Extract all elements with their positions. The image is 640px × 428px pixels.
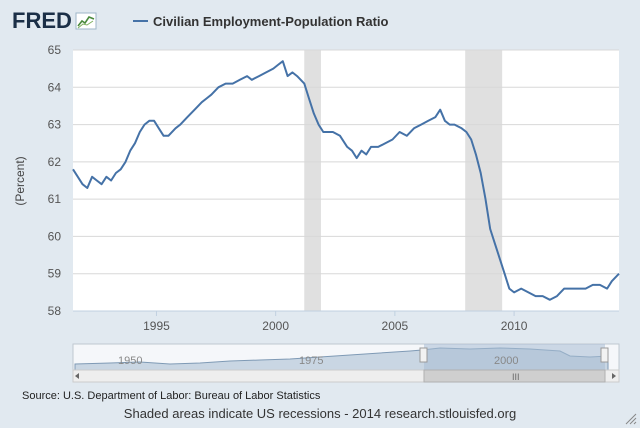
footer-text: Shaded areas indicate US recessions - 20… [123, 406, 517, 421]
y-tick-label-64: 64 [48, 80, 62, 94]
x-tick-label-2005: 2005 [382, 319, 409, 333]
y-axis-label: (Percent) [13, 156, 27, 205]
x-axis-ticks: 1995 2000 2005 2010 [73, 310, 619, 333]
recession-band-0 [304, 50, 321, 311]
y-tick-label-61: 61 [48, 192, 62, 206]
navigator-label-1975: 1975 [299, 355, 323, 367]
y-tick-label-58: 58 [48, 304, 62, 318]
source-text: Source: U.S. Department of Labor: Bureau… [22, 390, 321, 402]
series-line [72, 60, 620, 301]
y-tick-label-65: 65 [48, 43, 62, 57]
chart-line-icon [75, 12, 97, 30]
navigator-label-1950: 1950 [118, 355, 142, 367]
x-tick-label-2010: 2010 [501, 319, 528, 333]
navigator-handle-left[interactable] [419, 347, 428, 363]
logo-text: FRED [12, 8, 72, 33]
x-tick-label-2000: 2000 [262, 319, 289, 333]
navigator-label-2000: 2000 [494, 355, 518, 367]
y-tick-label-59: 59 [48, 267, 62, 281]
scroll-left-arrow-icon[interactable] [75, 373, 79, 379]
legend-swatch [133, 20, 148, 22]
legend[interactable]: Civilian Employment-Population Ratio [133, 12, 388, 30]
y-axis-ticks: 58 59 60 61 62 63 64 65 [48, 43, 62, 318]
recession-band-1 [465, 50, 503, 311]
navigator-handle-right[interactable] [600, 347, 609, 363]
y-tick-label-60: 60 [48, 229, 62, 243]
resize-handle-icon[interactable] [625, 413, 637, 425]
scroll-right-arrow-icon[interactable] [612, 373, 616, 379]
y-tick-label-63: 63 [48, 118, 62, 132]
navigator-selection [424, 344, 605, 370]
y-tick-label-62: 62 [48, 155, 62, 169]
fred-logo[interactable]: FRED [12, 8, 99, 34]
recession-shading [304, 50, 503, 311]
legend-label: Civilian Employment-Population Ratio [153, 13, 389, 29]
chart-svg: 58 59 60 61 62 63 64 65 1995 2000 2005 2010 (Perce… [13, 43, 620, 383]
scrollbar-grip-icon: III [512, 372, 520, 382]
x-tick-label-1995: 1995 [143, 319, 170, 333]
scrollbar-thumb[interactable] [423, 369, 606, 383]
navigator[interactable]: 1950 1975 2000 III [72, 343, 620, 383]
plot-background [73, 50, 619, 311]
